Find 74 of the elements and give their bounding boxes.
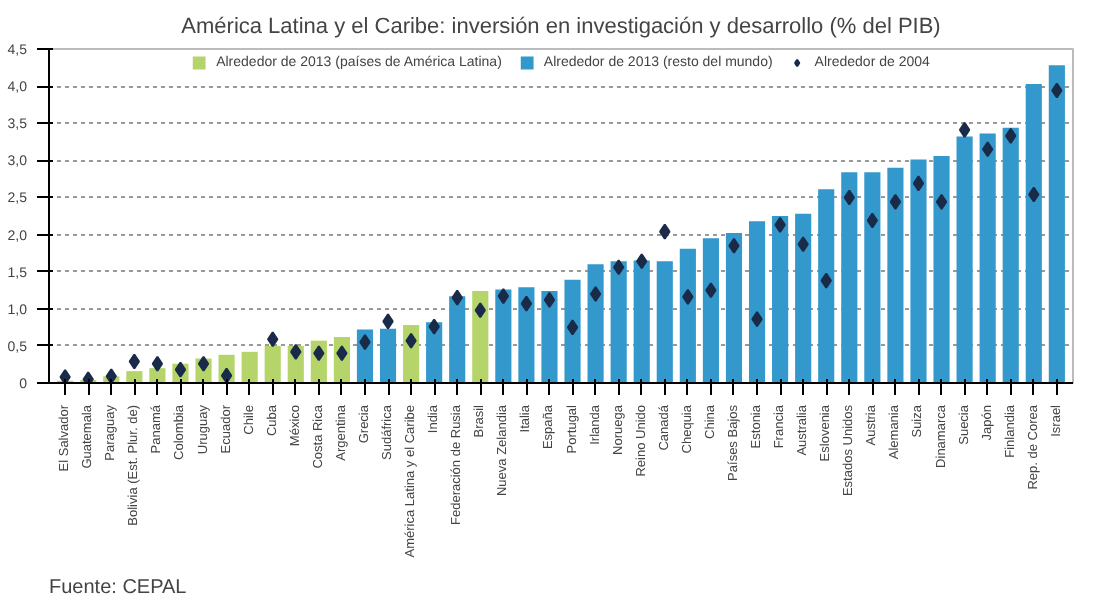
point xyxy=(497,288,510,305)
bar xyxy=(587,264,604,383)
point xyxy=(866,212,879,229)
bar xyxy=(933,155,950,383)
point xyxy=(59,369,71,383)
point xyxy=(313,345,325,362)
point xyxy=(520,295,533,312)
bar xyxy=(449,296,466,383)
bar xyxy=(841,172,858,383)
point xyxy=(820,272,832,289)
bar xyxy=(679,248,696,383)
point xyxy=(290,343,302,360)
bar xyxy=(610,261,627,383)
point xyxy=(174,361,187,378)
point xyxy=(451,289,463,306)
point xyxy=(474,302,486,319)
point xyxy=(405,332,417,349)
point xyxy=(843,189,855,206)
point xyxy=(982,141,994,158)
point xyxy=(267,331,279,348)
point xyxy=(336,345,348,362)
point xyxy=(151,355,164,372)
point xyxy=(543,291,556,308)
bar xyxy=(241,351,258,383)
bar xyxy=(495,289,512,383)
point xyxy=(889,193,902,210)
point xyxy=(82,371,94,383)
bar xyxy=(887,167,904,383)
point xyxy=(935,193,948,210)
bar xyxy=(864,172,881,383)
bar xyxy=(518,287,535,383)
bar xyxy=(1048,65,1065,383)
bar xyxy=(541,290,558,383)
point xyxy=(705,282,717,299)
bar xyxy=(564,279,581,383)
point xyxy=(1028,186,1040,203)
bar xyxy=(979,133,996,383)
point xyxy=(359,334,371,351)
source-note: Fuente: CEPAL xyxy=(49,577,188,599)
bar xyxy=(910,159,927,383)
bar xyxy=(1025,83,1042,383)
bar xyxy=(818,189,835,383)
point xyxy=(1051,82,1063,99)
point xyxy=(197,355,210,372)
point xyxy=(728,237,740,254)
bar xyxy=(795,213,812,383)
bar xyxy=(956,136,973,383)
chart-title: América Latina y el Caribe: inversión en investigación y desarrollo (% del PIB) xyxy=(181,15,941,39)
point xyxy=(428,318,440,335)
point xyxy=(589,285,602,302)
point xyxy=(958,121,971,138)
point xyxy=(612,259,625,276)
point xyxy=(382,313,394,330)
point xyxy=(128,353,140,370)
point xyxy=(659,223,671,240)
bar xyxy=(656,261,673,383)
bar xyxy=(702,238,719,383)
bar xyxy=(379,328,397,383)
bar xyxy=(725,233,743,383)
point xyxy=(1005,127,1017,144)
bar xyxy=(1002,127,1019,383)
point xyxy=(636,253,648,270)
point xyxy=(774,216,786,233)
point xyxy=(682,288,694,305)
bar xyxy=(633,260,650,383)
bar xyxy=(748,221,766,383)
point xyxy=(751,311,763,328)
point xyxy=(912,175,925,192)
bar xyxy=(264,345,281,383)
point xyxy=(566,319,579,336)
point xyxy=(797,236,809,253)
point xyxy=(105,368,117,383)
bar xyxy=(472,290,489,383)
bar xyxy=(772,216,789,383)
